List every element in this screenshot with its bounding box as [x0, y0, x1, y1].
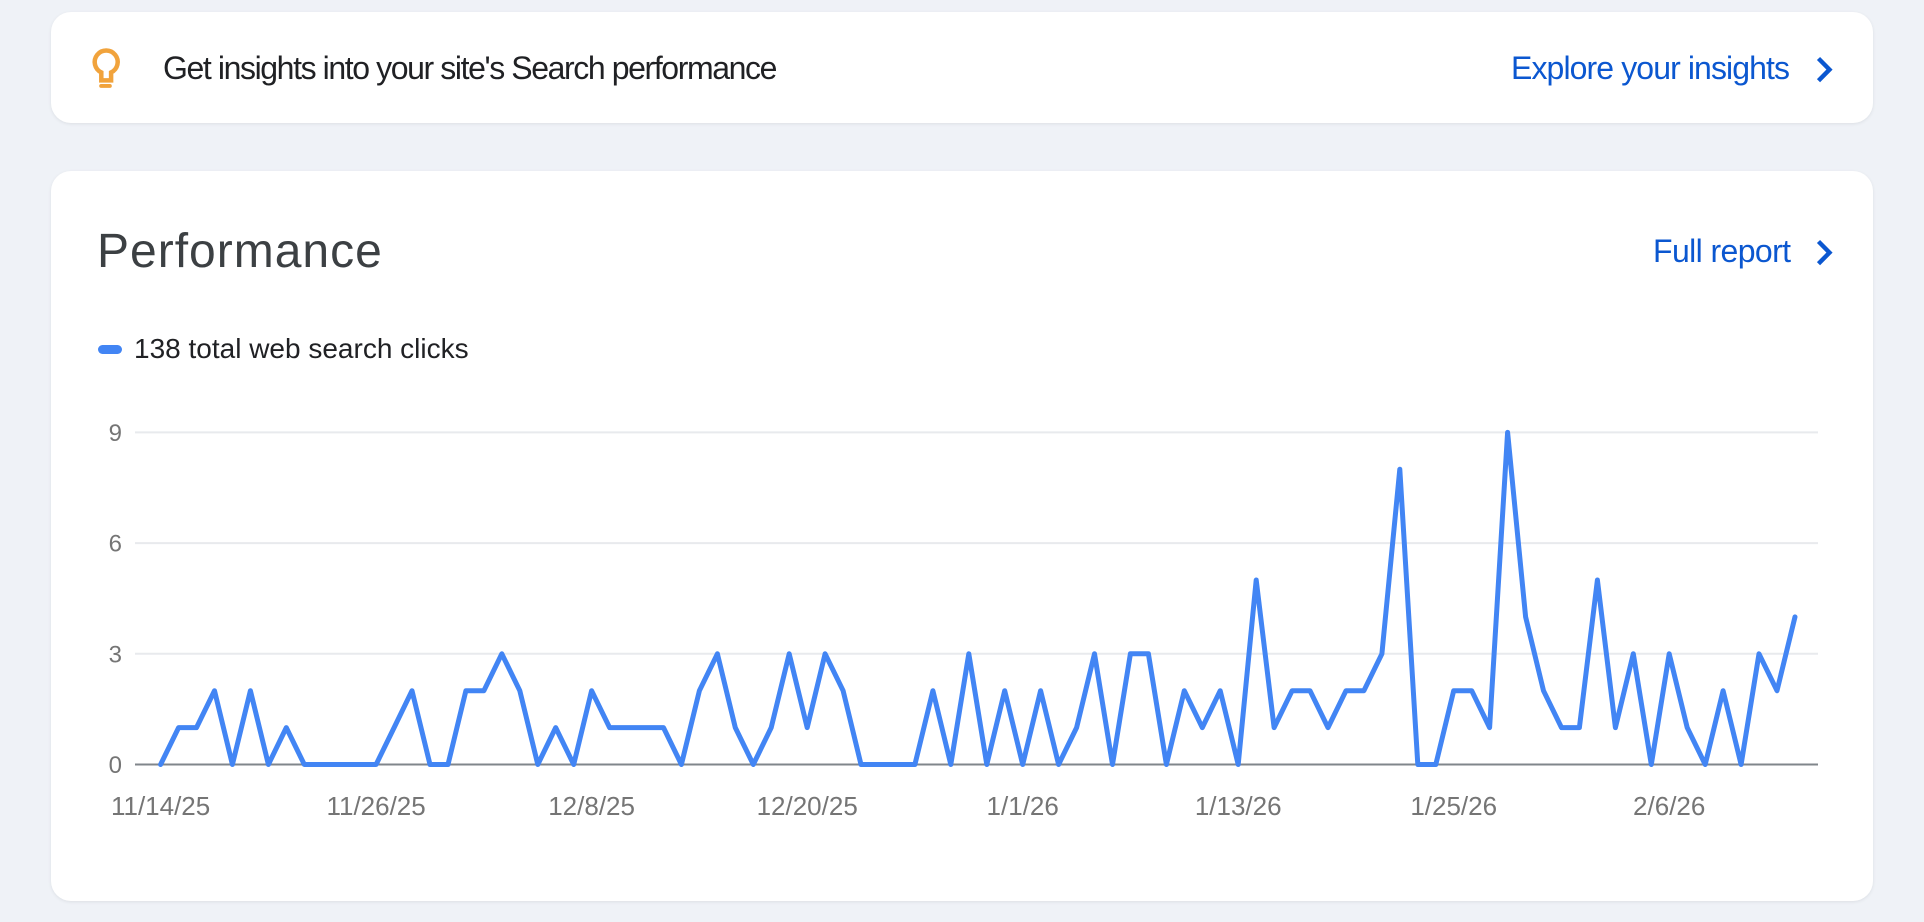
- svg-text:6: 6: [109, 531, 122, 558]
- svg-text:9: 9: [109, 420, 122, 447]
- svg-text:2/6/26: 2/6/26: [1633, 791, 1705, 821]
- svg-text:3: 3: [109, 641, 122, 668]
- svg-text:0: 0: [109, 752, 122, 779]
- svg-text:11/26/25: 11/26/25: [326, 791, 425, 821]
- svg-text:12/20/25: 12/20/25: [757, 791, 858, 821]
- svg-text:12/8/25: 12/8/25: [548, 791, 635, 821]
- svg-text:11/14/25: 11/14/25: [111, 791, 210, 821]
- svg-text:1/1/26: 1/1/26: [987, 791, 1059, 821]
- svg-text:1/13/26: 1/13/26: [1195, 791, 1282, 821]
- svg-text:1/25/26: 1/25/26: [1410, 791, 1497, 821]
